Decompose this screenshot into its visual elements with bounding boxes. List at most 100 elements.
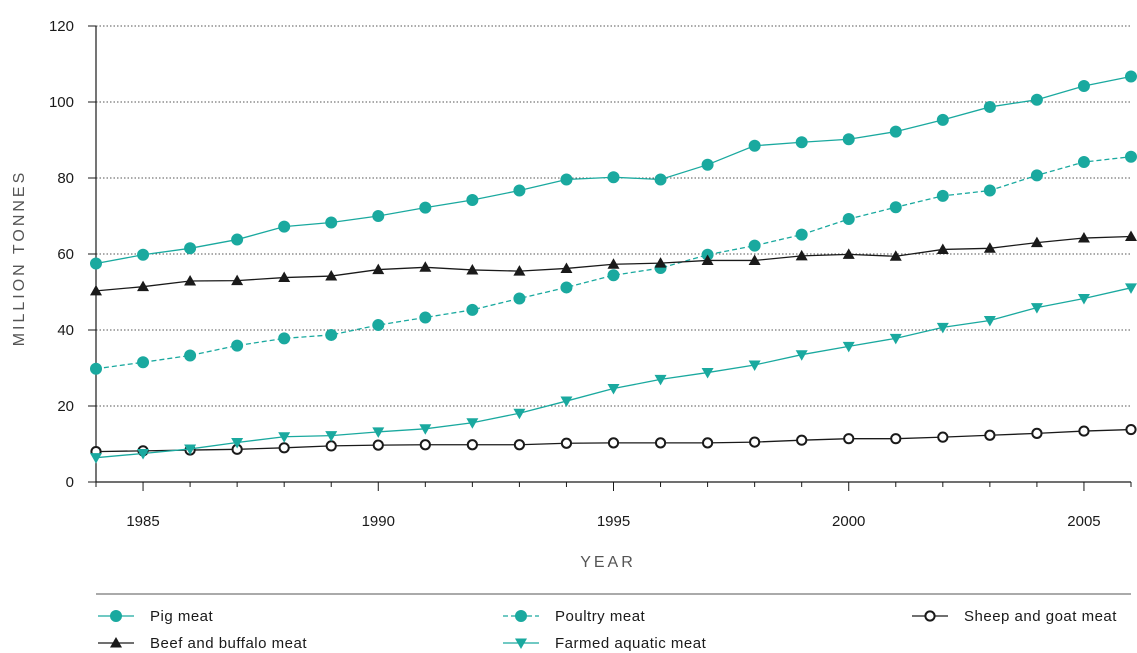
data-point-sheep-and-goat-meat [372, 439, 384, 451]
data-point-poultry-meat [748, 239, 761, 252]
data-point-pig-meat [936, 113, 949, 126]
data-point-pig-meat [1077, 80, 1090, 93]
y-tick-label: 0 [66, 474, 74, 491]
y-tick-label: 100 [49, 94, 74, 111]
data-point-farmed-aquatic-meat [419, 424, 432, 435]
data-point-beef-and-buffalo-meat [983, 242, 996, 253]
data-point-farmed-aquatic-meat [936, 322, 949, 334]
data-point-sheep-and-goat-meat [278, 442, 290, 454]
data-point-beef-and-buffalo-meat [231, 274, 244, 286]
data-point-farmed-aquatic-meat [231, 437, 244, 449]
legend-label: Farmed aquatic meat [555, 635, 707, 652]
data-point-pig-meat [889, 125, 902, 138]
data-point-pig-meat [231, 233, 244, 246]
data-point-poultry-meat [90, 362, 102, 375]
data-point-beef-and-buffalo-meat [137, 280, 150, 292]
data-point-beef-and-buffalo-meat [325, 270, 338, 281]
data-point-farmed-aquatic-meat [137, 449, 150, 460]
data-point-pig-meat [90, 257, 102, 270]
data-point-sheep-and-goat-meat [1031, 427, 1043, 439]
data-point-beef-and-buffalo-meat [513, 265, 526, 276]
data-point-sheep-and-goat-meat [654, 437, 667, 449]
data-point-sheep-and-goat-meat [890, 433, 902, 445]
data-point-farmed-aquatic-meat [654, 374, 667, 386]
data-point-farmed-aquatic-meat [513, 408, 526, 420]
y-tick-label: 60 [57, 246, 74, 263]
legend-label: Sheep and goat meat [964, 608, 1117, 625]
data-point-beef-and-buffalo-meat [278, 271, 291, 283]
data-point-beef-and-buffalo-meat [184, 274, 197, 286]
legend-swatch-marker [110, 610, 122, 622]
data-point-beef-and-buffalo-meat [936, 243, 949, 254]
data-point-pig-meat [278, 220, 291, 233]
data-point-farmed-aquatic-meat [607, 384, 620, 395]
x-axis-title: YEAR [580, 554, 636, 571]
data-point-poultry-meat [466, 303, 479, 316]
data-point-farmed-aquatic-meat [748, 360, 761, 371]
data-point-sheep-and-goat-meat [607, 437, 620, 449]
data-point-sheep-and-goat-meat [325, 440, 337, 452]
series-line-farmed-aquatic-meat [95, 287, 1132, 459]
legend-item-beef-and-buffalo-meat: Beef and buffalo meat [98, 635, 307, 652]
series-sheep-and-goat-meat [90, 423, 1137, 458]
data-point-beef-and-buffalo-meat [372, 263, 385, 275]
series-farmed-aquatic-meat [90, 283, 1137, 464]
data-point-farmed-aquatic-meat [466, 418, 479, 429]
series-layer [90, 70, 1137, 464]
data-point-beef-and-buffalo-meat [842, 248, 855, 259]
data-point-poultry-meat [1125, 150, 1137, 163]
legend-label: Pig meat [150, 608, 214, 625]
data-point-poultry-meat [372, 319, 385, 332]
data-point-sheep-and-goat-meat [560, 437, 573, 449]
y-tick-label: 20 [57, 398, 74, 415]
x-tick-label: 1990 [362, 513, 395, 530]
data-point-beef-and-buffalo-meat [466, 263, 479, 275]
legend-swatch-marker [924, 610, 936, 622]
series-poultry-meat [90, 150, 1137, 375]
axes [88, 25, 1132, 491]
data-point-pig-meat [654, 173, 667, 186]
data-point-poultry-meat [983, 184, 996, 197]
gridlines [96, 25, 1131, 407]
data-point-beef-and-buffalo-meat [889, 250, 902, 261]
y-tick-label: 80 [57, 170, 74, 187]
data-point-farmed-aquatic-meat [184, 444, 197, 455]
data-point-poultry-meat [560, 281, 573, 294]
data-point-pig-meat [325, 216, 338, 229]
data-point-poultry-meat [231, 339, 244, 352]
legend-item-farmed-aquatic-meat: Farmed aquatic meat [503, 635, 707, 652]
data-point-pig-meat [795, 136, 808, 149]
data-point-sheep-and-goat-meat [796, 434, 808, 446]
data-point-pig-meat [983, 100, 996, 113]
data-point-poultry-meat [1030, 169, 1043, 182]
data-point-beef-and-buffalo-meat [1077, 232, 1090, 243]
data-point-beef-and-buffalo-meat [748, 254, 761, 265]
data-point-pig-meat [184, 242, 197, 255]
data-point-pig-meat [419, 201, 432, 214]
data-point-poultry-meat [419, 311, 432, 324]
data-point-pig-meat [560, 173, 573, 186]
data-point-poultry-meat [513, 292, 526, 305]
data-point-sheep-and-goat-meat [466, 439, 478, 451]
data-point-beef-and-buffalo-meat [1125, 230, 1137, 242]
data-point-farmed-aquatic-meat [278, 432, 291, 443]
legend-item-pig-meat: Pig meat [98, 608, 214, 625]
x-tick-label: 2005 [1067, 513, 1100, 530]
data-point-pig-meat [1125, 70, 1137, 83]
data-point-sheep-and-goat-meat [419, 439, 431, 451]
data-point-farmed-aquatic-meat [1030, 303, 1043, 314]
data-point-farmed-aquatic-meat [889, 333, 902, 345]
data-point-farmed-aquatic-meat [1077, 293, 1090, 305]
series-line-pig-meat [95, 75, 1132, 265]
data-point-pig-meat [748, 139, 761, 152]
data-point-pig-meat [137, 248, 150, 261]
data-point-pig-meat [1030, 93, 1043, 106]
legend-item-sheep-and-goat-meat: Sheep and goat meat [912, 608, 1117, 625]
data-point-farmed-aquatic-meat [795, 350, 808, 361]
legend-item-poultry-meat: Poultry meat [503, 608, 645, 625]
y-axis-title: MILLION TONNES [11, 170, 28, 347]
series-beef-and-buffalo-meat [90, 230, 1137, 296]
data-point-beef-and-buffalo-meat [654, 257, 667, 268]
data-point-sheep-and-goat-meat [843, 433, 855, 445]
data-point-poultry-meat [1077, 156, 1090, 169]
